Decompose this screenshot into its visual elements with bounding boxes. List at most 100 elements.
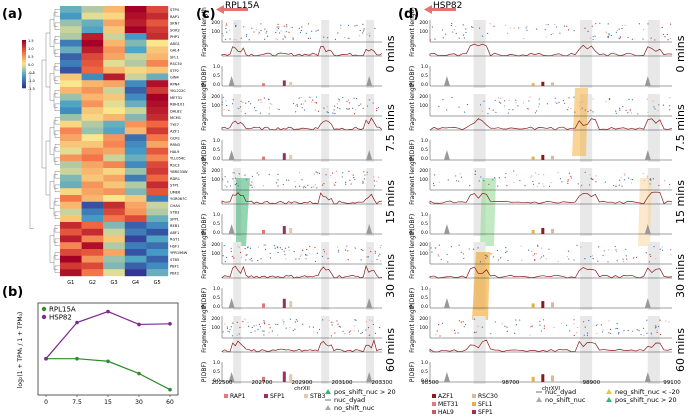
- heatmap-cell: [103, 215, 125, 223]
- y-axis-label: P(DBF): [201, 288, 208, 309]
- heatmap-gene-label: RSC30: [170, 62, 183, 66]
- fragment-dot: [304, 100, 306, 102]
- fragment-dot: [477, 247, 479, 249]
- fragment-dot: [352, 174, 354, 176]
- heatmap-cell: [103, 262, 125, 270]
- fragment-dot: [279, 247, 281, 249]
- fragment-dot: [541, 256, 543, 258]
- fragment-dot: [548, 185, 551, 187]
- heatmap-cell: [81, 120, 104, 128]
- fragment-dot: [515, 324, 518, 326]
- fragment-dot: [488, 108, 490, 110]
- colorbar-swatch: [22, 50, 26, 53]
- fragment-dot: [327, 257, 329, 260]
- y-tick-label: 0.5: [213, 221, 220, 227]
- colorbar-swatch: [22, 56, 26, 59]
- heatmap-colorbar: 1.5 1.0 0.5 0.0 -0.5 -1.0 -1.5: [22, 39, 35, 91]
- fragment-dot: [368, 99, 370, 101]
- fragment-dot: [257, 246, 260, 248]
- x-tick-label: 202700: [252, 380, 273, 386]
- fragment-dot: [321, 255, 324, 258]
- fragment-dot: [354, 178, 356, 181]
- fragment-dot: [334, 38, 337, 40]
- nucleosome-band: [321, 94, 330, 162]
- heatmap-cell: [146, 174, 169, 182]
- fragment-dot: [573, 30, 575, 32]
- dbf-peak: [443, 224, 450, 234]
- fragment-dot: [570, 108, 572, 110]
- chart-legend-marker: [41, 314, 47, 320]
- fragment-dot: [375, 109, 378, 112]
- fragment-dot: [309, 37, 312, 39]
- heatmap-gene-label: STP4: [170, 8, 180, 12]
- legend-label: SFL1: [478, 401, 493, 408]
- y-axis-label: Fragment length: [201, 303, 208, 353]
- shift-highlight: [236, 178, 250, 246]
- fragment-dot: [578, 101, 581, 104]
- fragment-dot: [298, 97, 300, 99]
- heatmap-cell: [103, 12, 125, 20]
- dbf-bar: [282, 80, 286, 86]
- dbf-bar: [531, 303, 535, 308]
- fragment-dot: [255, 29, 258, 31]
- fragment-dot: [240, 110, 242, 112]
- fragment-dot: [323, 249, 325, 251]
- fragment-dot: [269, 257, 271, 259]
- fragment-dot: [583, 321, 585, 323]
- y-tick-label: 200: [211, 20, 220, 26]
- heatmap-gene-label: GCR1: [170, 136, 180, 140]
- fragment-dot: [485, 257, 487, 259]
- heatmap-cell: [60, 127, 82, 135]
- fragment-dot: [247, 321, 249, 324]
- fragment-dot: [277, 173, 279, 175]
- fragment-dot: [627, 329, 629, 332]
- fragment-dot: [360, 249, 362, 251]
- fragment-dot: [615, 249, 617, 251]
- heatmap-cell: [81, 53, 104, 61]
- fragment-dot: [374, 332, 377, 334]
- fragment-dot: [550, 33, 552, 36]
- fragment-dot: [363, 28, 365, 30]
- fragment-dot: [318, 328, 321, 331]
- fragment-dot: [473, 318, 476, 320]
- fragment-dot: [489, 23, 491, 25]
- fragment-dot: [598, 246, 600, 248]
- fragment-dot: [600, 324, 602, 326]
- heatmap-cell: [81, 222, 104, 229]
- fragment-dot: [368, 35, 371, 37]
- fragment-dot: [235, 183, 238, 185]
- nucleosome-band: [366, 168, 374, 236]
- fragment-dot: [638, 330, 640, 332]
- chart-legend-label: RPL15A: [49, 306, 76, 314]
- nucleosome-band: [647, 316, 660, 384]
- fragment-dot: [608, 249, 610, 251]
- colorbar-swatch: [22, 86, 26, 89]
- time-block: 200 100 1.0 0.5 0.0 Fragment length P(DBF) 30 m…: [201, 229, 397, 310]
- fragment-dot: [362, 107, 364, 109]
- fragment-dot: [299, 31, 302, 34]
- legend-label: RSC30: [478, 393, 498, 400]
- fragment-dot: [597, 260, 599, 262]
- fragment-dot: [226, 186, 228, 188]
- fragment-dot: [435, 333, 437, 336]
- fragment-dot: [348, 108, 350, 110]
- colorbar-swatch: [22, 76, 26, 79]
- fragment-dot: [347, 24, 350, 26]
- heatmap-cell: [146, 73, 169, 81]
- panel-label-a: (a): [2, 7, 23, 22]
- y-tick-label: 1.0: [213, 138, 220, 144]
- fragment-dot: [354, 325, 356, 327]
- fragment-dot: [462, 253, 464, 255]
- fragment-dot: [276, 247, 279, 249]
- y-axis-label: P(DBF): [201, 362, 208, 383]
- y-tick-label: 200: [211, 316, 220, 322]
- heatmap-cell: [103, 6, 125, 13]
- heatmap-cell: [124, 201, 147, 209]
- fragment-dot: [615, 327, 617, 330]
- fragment-dot: [564, 102, 566, 104]
- fragment-dot: [289, 326, 291, 329]
- fragment-dot: [373, 176, 375, 178]
- fragment-dot: [439, 335, 441, 337]
- heatmap-group-labels: G1 G2 G3 G4 G5: [67, 280, 160, 286]
- heatmap-gene-label: STB5: [170, 258, 179, 262]
